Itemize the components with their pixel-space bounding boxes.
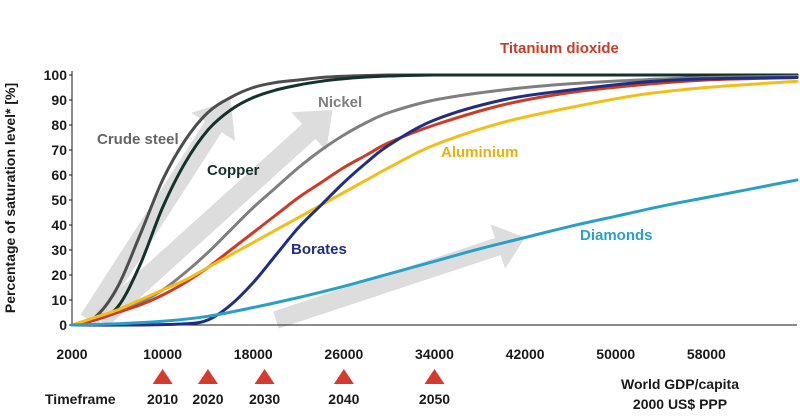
series-label-borates: Borates	[291, 241, 347, 258]
y-tick-label: 100	[44, 67, 68, 83]
series-label-copper: Copper	[207, 162, 260, 179]
x-tick-label: 50000	[596, 346, 635, 362]
timeframe-marker-2010	[152, 369, 173, 384]
series-label-crude-steel: Crude steel	[97, 131, 179, 148]
series-label-titanium-dioxide: Titanium dioxide	[500, 40, 619, 57]
x-tick-labels: 2000 10000 18000 26000 34000 42000 50000 58000	[56, 346, 726, 362]
y-axis-title: Percentage of saturation level* [%]	[2, 83, 18, 313]
x-tick-label: 58000	[687, 346, 726, 362]
series-line-nickel	[70, 74, 799, 327]
timeframe-row: Timeframe 2010 2020 2030 2040 2050	[45, 369, 450, 407]
timeframe-label: Timeframe	[45, 391, 116, 407]
y-tick-label: 0	[59, 317, 67, 333]
timeframe-marker-2030	[254, 369, 275, 384]
trend-arrow	[93, 110, 333, 328]
series-label-aluminium: Aluminium	[441, 144, 519, 161]
series-label-diamonds: Diamonds	[580, 227, 653, 244]
trend-arrow	[80, 100, 236, 326]
y-tick-label: 90	[51, 92, 67, 108]
timeframe-marker-2020	[197, 369, 218, 384]
series-label-nickel: Nickel	[318, 94, 362, 111]
x-axis-title-line2: 2000 US$ PPP	[633, 396, 727, 412]
y-tick-label: 40	[51, 217, 67, 233]
x-tick-label: 18000	[234, 346, 273, 362]
x-tick-label: 10000	[143, 346, 182, 362]
x-tick-label: 34000	[415, 346, 454, 362]
y-tick-label: 10	[51, 292, 67, 308]
y-tick-labels: 0 10 20 30 40 50 60 70 80 90 100	[44, 67, 72, 333]
y-tick-label: 20	[51, 267, 67, 283]
y-tick-label: 80	[51, 117, 67, 133]
x-tick-label: 26000	[324, 346, 363, 362]
timeframe-year-2030: 2030	[249, 391, 280, 407]
series-line-aluminium	[70, 79, 799, 327]
timeframe-marker-2050	[424, 369, 445, 384]
trend-arrows	[80, 100, 526, 329]
timeframe-year-2040: 2040	[328, 391, 359, 407]
timeframe-year-2050: 2050	[419, 391, 450, 407]
x-axis-title-line1: World GDP/capita	[621, 376, 739, 392]
series-labels: Crude steel Copper Nickel Titanium dioxide A…	[97, 40, 653, 258]
series-line-borates	[70, 76, 799, 327]
trend-arrow	[273, 224, 526, 329]
y-tick-label: 70	[51, 142, 67, 158]
x-tick-label: 42000	[506, 346, 545, 362]
x-tick-label: 2000	[56, 346, 87, 362]
timeframe-year-2020: 2020	[192, 391, 223, 407]
y-tick-label: 50	[51, 192, 67, 208]
series-line-titanium-dioxide	[70, 76, 799, 327]
series-lines	[70, 73, 799, 327]
series-line-diamonds	[70, 178, 799, 327]
y-tick-label: 60	[51, 167, 67, 183]
timeframe-marker-2040	[333, 369, 354, 384]
series-line-copper	[70, 73, 799, 327]
y-tick-label: 30	[51, 242, 67, 258]
axes	[71, 71, 797, 326]
timeframe-year-2010: 2010	[147, 391, 178, 407]
